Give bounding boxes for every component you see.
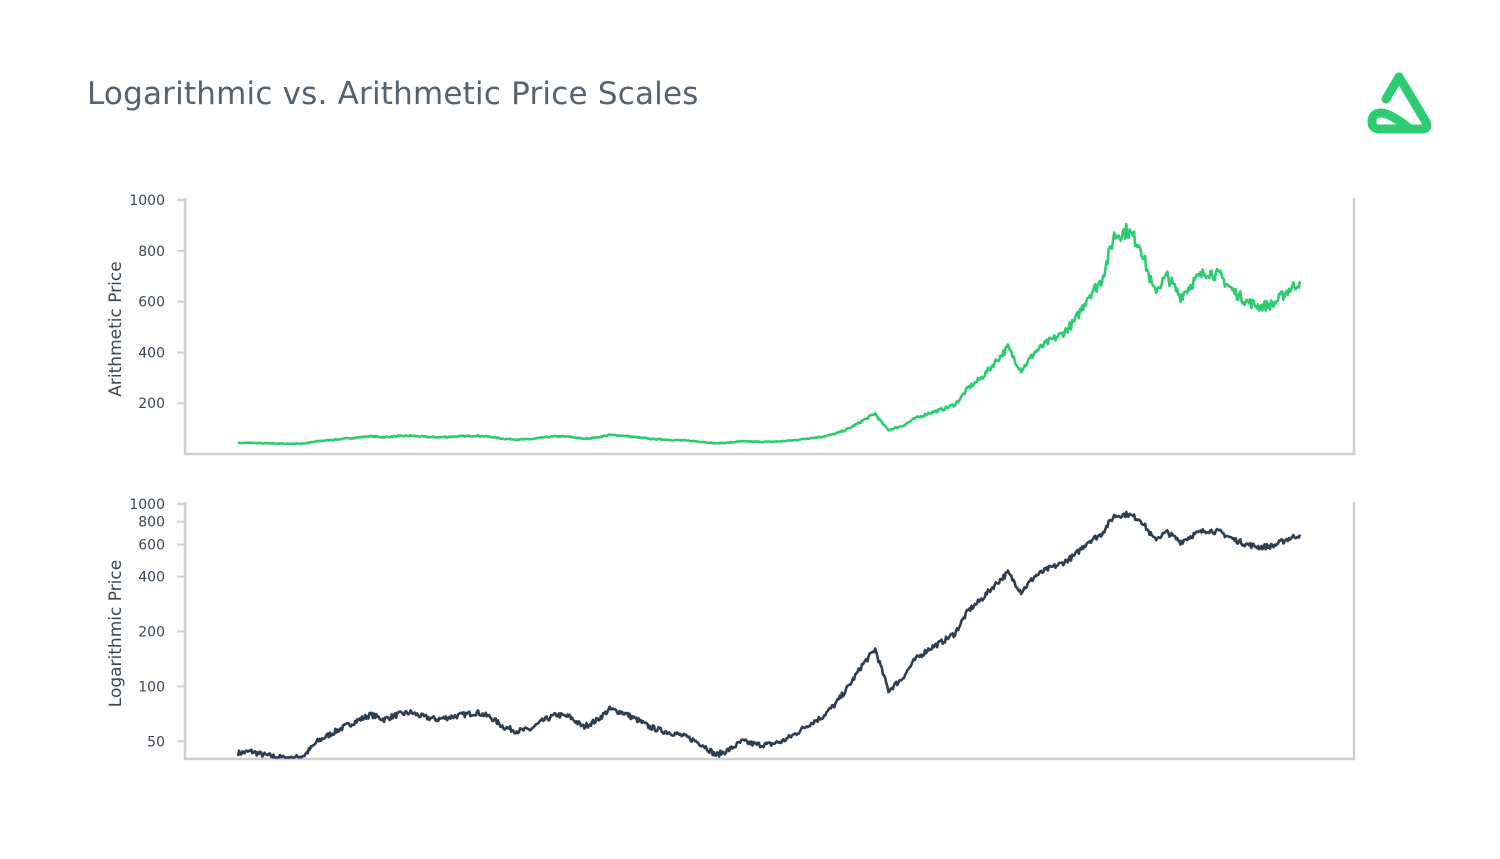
y-tick-label: 200 [138,625,165,641]
logarithmic-chart: 50 100 200 400 600 800 1000 Logarithmic Price [106,497,1356,761]
brand-logo-icon [1367,72,1432,134]
y-tick-label: 200 [138,396,165,412]
y-tick-label: 400 [138,345,165,361]
y-tick-label: 50 [147,734,165,750]
y-tick-label: 600 [138,537,165,553]
axis-frame [183,198,1356,456]
y-axis-label: Logarithmic Price [106,560,126,707]
chart-title: Logarithmic vs. Arithmetic Price Scales [87,76,699,112]
price-series-line [237,222,1302,446]
y-tick-label: 1000 [129,497,165,513]
arithmetic-chart: 200 400 600 800 1000 Arithmetic Price [106,193,1356,456]
y-tick-label: 100 [138,679,165,695]
y-axis-label: Arithmetic Price [106,261,126,396]
y-tick-label: 1000 [129,193,165,209]
price-series-line [236,510,1302,759]
y-tick-label: 800 [138,515,165,531]
y-tick-label: 400 [138,570,165,586]
y-tick-label: 600 [138,295,165,311]
y-tick-label: 800 [138,244,165,260]
